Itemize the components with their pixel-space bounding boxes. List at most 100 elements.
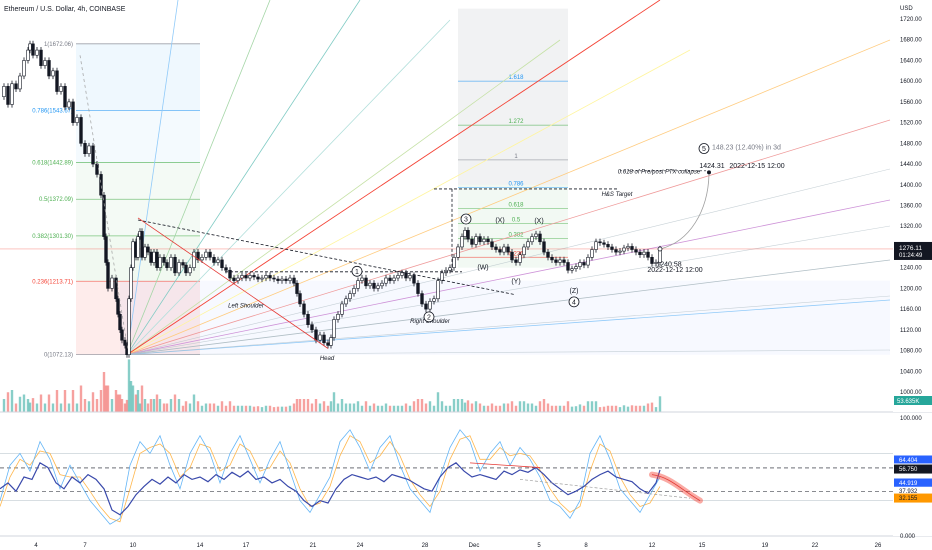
time-axis[interactable] — [0, 537, 893, 550]
time-tick-label: 10 — [130, 543, 137, 549]
candle-down — [104, 236, 108, 263]
volume-bar — [158, 399, 162, 412]
candle-up — [380, 282, 384, 287]
candle-up — [200, 257, 204, 261]
volume-bar — [344, 403, 348, 412]
candle-up — [248, 275, 252, 279]
volume-bar — [280, 406, 284, 412]
candle-up — [192, 251, 196, 268]
gann-fan-line — [126, 39, 891, 356]
candle-up — [518, 254, 522, 263]
candle-down — [140, 231, 144, 258]
volume-bar — [558, 405, 562, 412]
volume-bar — [630, 405, 634, 412]
candle-down — [420, 293, 424, 305]
candle-down — [494, 246, 498, 250]
volume-bar — [432, 405, 436, 412]
volume-bar — [18, 396, 22, 412]
time-tick-label: 14 — [197, 543, 204, 549]
candle-down — [14, 83, 18, 90]
candle-up — [169, 257, 173, 268]
candle-down — [268, 275, 272, 279]
head-trendline — [137, 217, 329, 349]
volume-bar — [244, 405, 248, 412]
volume-bar — [474, 401, 478, 412]
bearish-arrow — [651, 474, 701, 501]
volume-bar — [232, 405, 236, 412]
volume-bar — [318, 403, 322, 412]
volume-bar — [102, 372, 106, 412]
wave-number: 2 — [427, 314, 431, 321]
candle-up — [626, 246, 630, 249]
volume-bar — [518, 401, 522, 412]
gann-fan-line — [126, 349, 891, 356]
volume-bar — [67, 403, 71, 412]
candle-up — [329, 337, 333, 346]
volume-bar — [452, 399, 456, 412]
volume-bar — [598, 407, 602, 412]
price-tick-label: 1160.00 — [900, 307, 922, 313]
price-tick-label: 1600.00 — [900, 79, 922, 85]
volume-bar — [486, 405, 490, 412]
candle-down — [322, 334, 326, 344]
candle-down — [614, 249, 618, 253]
candle-down — [47, 60, 51, 77]
volume-bar — [530, 403, 534, 412]
volume-bar — [104, 385, 108, 412]
candle-down — [630, 246, 634, 250]
candle-up — [67, 101, 71, 108]
volume-bar — [2, 399, 6, 412]
price-tick-label: 1000.00 — [900, 390, 922, 396]
trend-projection — [519, 479, 691, 499]
oscillator-axis[interactable] — [893, 413, 932, 536]
volume-bar — [63, 390, 67, 412]
candle-down — [118, 313, 122, 331]
volume-bar — [212, 403, 216, 412]
projected-path — [659, 174, 710, 250]
volume-bar — [594, 401, 598, 412]
volume-bar — [184, 401, 188, 412]
time-tick-label: 15 — [699, 543, 706, 549]
candle-down — [95, 163, 99, 175]
time-tick-label: 21 — [310, 543, 317, 549]
time-tick-label: 19 — [762, 543, 769, 549]
volume-bar — [136, 390, 140, 412]
volume-bar — [120, 399, 124, 412]
volume-bar — [618, 407, 622, 412]
wave-circle — [423, 311, 435, 323]
candle-down — [181, 262, 185, 266]
candle-down — [114, 277, 118, 300]
volume-bar — [408, 405, 412, 412]
volume-bar — [470, 403, 474, 412]
price-series — [2, 40, 662, 358]
candle-down — [165, 262, 169, 268]
volume-bar — [384, 403, 388, 412]
volume-bar — [466, 400, 470, 412]
volume-bar — [424, 403, 428, 412]
candle-up — [574, 266, 578, 270]
volume-bar — [546, 403, 550, 412]
volume-bar — [578, 404, 582, 412]
current-price-badge — [894, 241, 932, 260]
candle-up — [136, 236, 140, 258]
oscillator-value-label: 56.750 — [899, 467, 918, 473]
annotation-label: H&S Target — [602, 192, 633, 198]
candle-down — [388, 277, 392, 281]
volume-bar — [586, 401, 590, 412]
wave-number: 3 — [464, 216, 468, 223]
time-tick-label: 5 — [537, 543, 541, 549]
candle-up — [43, 60, 47, 66]
rsi-line — [0, 461, 661, 516]
volume-bar — [522, 401, 526, 412]
candle-up — [10, 83, 14, 105]
gann-fan-line — [126, 225, 891, 355]
oscillator-value-label: 64.404 — [899, 458, 918, 464]
fib-level-label: 0(1072.13) — [44, 353, 73, 359]
candle-up — [344, 298, 348, 305]
price-axis[interactable] — [893, 0, 932, 412]
volume-bar — [272, 407, 276, 412]
volume-bar — [264, 405, 268, 412]
volume-bar — [626, 406, 630, 412]
